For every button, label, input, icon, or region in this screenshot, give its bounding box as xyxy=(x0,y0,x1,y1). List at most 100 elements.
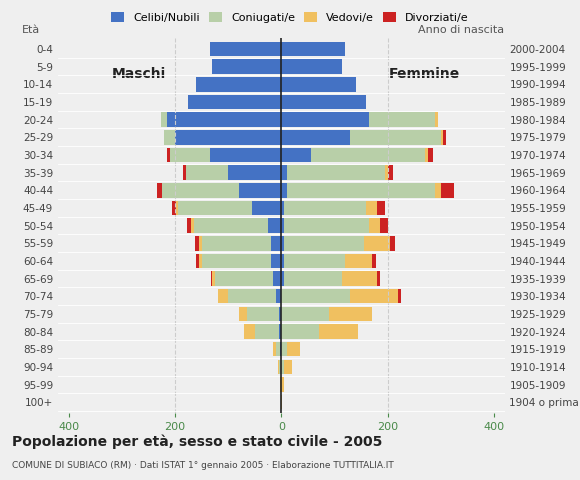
Bar xyxy=(228,166,281,180)
Bar xyxy=(279,360,281,374)
Bar xyxy=(281,95,367,109)
Bar xyxy=(281,236,284,251)
Bar xyxy=(172,201,176,215)
Bar xyxy=(398,289,401,303)
Bar xyxy=(436,112,438,127)
Bar xyxy=(281,77,356,92)
Bar xyxy=(278,324,281,339)
Bar xyxy=(380,218,387,233)
Bar xyxy=(287,183,436,198)
Bar xyxy=(369,218,380,233)
Bar xyxy=(194,218,268,233)
Bar xyxy=(271,253,281,268)
Bar xyxy=(228,289,276,303)
Bar xyxy=(367,201,377,215)
Bar xyxy=(195,236,199,251)
Bar xyxy=(287,166,385,180)
Text: Popolazione per età, sesso e stato civile - 2005: Popolazione per età, sesso e stato civil… xyxy=(12,434,382,449)
Bar xyxy=(187,218,191,233)
Bar xyxy=(239,307,246,321)
Bar xyxy=(278,307,281,321)
Text: Maschi: Maschi xyxy=(111,67,165,81)
Bar xyxy=(281,360,284,374)
Bar xyxy=(239,183,281,198)
Bar xyxy=(280,342,281,357)
Bar xyxy=(284,218,369,233)
Bar xyxy=(281,289,350,303)
Bar xyxy=(342,271,377,286)
Bar xyxy=(281,201,284,215)
Bar xyxy=(276,289,281,303)
Bar xyxy=(350,289,398,303)
Bar xyxy=(329,307,372,321)
Bar xyxy=(369,112,436,127)
Bar xyxy=(281,60,342,74)
Text: Femmine: Femmine xyxy=(389,67,460,81)
Bar xyxy=(196,253,199,268)
Bar xyxy=(350,130,441,144)
Bar xyxy=(252,201,281,215)
Bar xyxy=(196,77,281,92)
Bar xyxy=(209,148,281,162)
Bar xyxy=(177,201,252,215)
Bar xyxy=(441,183,454,198)
Bar xyxy=(246,307,278,321)
Bar xyxy=(444,130,446,144)
Bar xyxy=(212,60,281,74)
Bar xyxy=(278,360,279,374)
Bar xyxy=(281,307,329,321)
Bar xyxy=(284,271,342,286)
Bar xyxy=(436,183,441,198)
Bar xyxy=(209,42,281,56)
Bar xyxy=(157,183,162,198)
Bar xyxy=(281,342,287,357)
Bar xyxy=(215,271,273,286)
Bar xyxy=(281,218,284,233)
Bar xyxy=(202,253,271,268)
Bar xyxy=(281,148,310,162)
Bar xyxy=(212,271,215,286)
Bar xyxy=(162,183,239,198)
Bar xyxy=(191,218,194,233)
Bar xyxy=(167,112,281,127)
Legend: Celibi/Nubili, Coniugati/e, Vedovi/e, Divorziati/e: Celibi/Nubili, Coniugati/e, Vedovi/e, Di… xyxy=(107,8,473,27)
Bar xyxy=(281,130,350,144)
Bar xyxy=(281,166,287,180)
Bar xyxy=(271,236,281,251)
Bar xyxy=(281,395,282,409)
Bar xyxy=(281,183,287,198)
Bar xyxy=(287,342,300,357)
Bar xyxy=(281,377,284,392)
Bar xyxy=(377,271,380,286)
Bar xyxy=(281,271,284,286)
Bar xyxy=(273,271,281,286)
Bar xyxy=(176,201,177,215)
Bar xyxy=(310,148,425,162)
Bar xyxy=(202,236,271,251)
Bar xyxy=(186,166,228,180)
Bar xyxy=(255,324,278,339)
Bar xyxy=(211,271,212,286)
Bar xyxy=(183,166,186,180)
Bar xyxy=(281,253,284,268)
Bar xyxy=(218,289,228,303)
Bar xyxy=(281,112,369,127)
Bar xyxy=(377,201,385,215)
Bar xyxy=(284,236,364,251)
Bar xyxy=(345,253,372,268)
Bar xyxy=(199,236,202,251)
Bar xyxy=(387,166,393,180)
Bar xyxy=(390,236,394,251)
Bar xyxy=(284,253,345,268)
Bar xyxy=(175,130,281,144)
Bar xyxy=(281,324,318,339)
Text: Anno di nascita: Anno di nascita xyxy=(419,24,505,35)
Bar xyxy=(318,324,358,339)
Text: COMUNE DI SUBIACO (RM) · Dati ISTAT 1° gennaio 2005 · Elaborazione TUTTITALIA.IT: COMUNE DI SUBIACO (RM) · Dati ISTAT 1° g… xyxy=(12,461,393,470)
Bar xyxy=(161,112,167,127)
Bar xyxy=(284,201,367,215)
Bar xyxy=(273,342,276,357)
Bar xyxy=(276,342,280,357)
Bar xyxy=(281,42,345,56)
Bar xyxy=(284,360,292,374)
